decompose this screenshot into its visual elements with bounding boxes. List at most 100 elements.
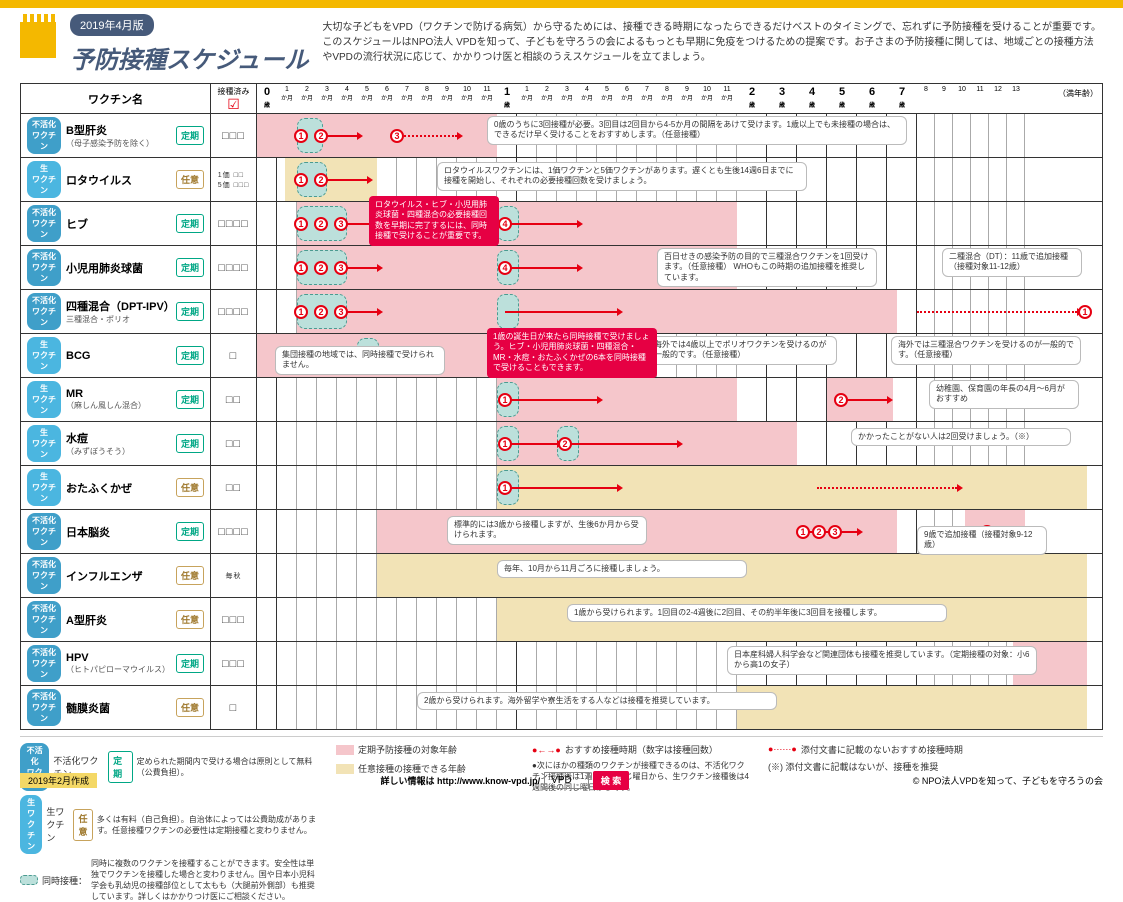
vaccine-row: 不活化ワクチン 髄膜炎菌 任意 □ 2歳から受けられます。海外留学や寮生活をする…: [21, 686, 1102, 729]
vaccine-name: 日本脳炎: [66, 524, 171, 540]
done-boxes[interactable]: □□: [211, 466, 257, 509]
vaccine-badge: 生ワクチン: [27, 425, 61, 462]
vaccine-type: 任意: [176, 698, 204, 717]
done-boxes[interactable]: □□: [211, 422, 257, 465]
footer-info: 詳しい情報は http://www.know-vpd.jp/: [381, 774, 541, 787]
vaccine-badge: 不活化ワクチン: [27, 689, 61, 726]
done-boxes[interactable]: □□□□: [211, 246, 257, 289]
done-boxes[interactable]: □□□: [211, 598, 257, 641]
vaccine-row: 生ワクチン BCG 定期 □ 1集団接種の地域では、同時接種で受けられません。海…: [21, 334, 1102, 378]
vaccine-row: 生ワクチン おたふくかぜ 任意 □□ 1: [21, 466, 1102, 510]
search-button[interactable]: 検 索: [593, 771, 630, 790]
dose-marker: 3: [390, 129, 404, 143]
vaccine-badge: 生ワクチン: [27, 381, 61, 418]
vaccine-name: 髄膜炎菌: [66, 700, 171, 716]
vaccine-badge: 不活化ワクチン: [27, 205, 61, 242]
done-boxes[interactable]: □□□: [211, 114, 257, 157]
vaccine-badge: 不活化ワクチン: [27, 601, 61, 638]
vaccine-badge: 不活化ワクチン: [27, 645, 61, 682]
vaccine-type: 定期: [176, 390, 204, 409]
vaccine-name: MR: [66, 388, 171, 400]
callout: 日本産科婦人科学会など関連団体も接種を推奨しています。（定期接種の対象：小6から…: [727, 646, 1037, 675]
vaccine-row: 生ワクチン ロタウイルス 任意 1価 □□5価 □□□ 12 ロタウイルスワクチン…: [21, 158, 1102, 202]
copyright: © NPO法人VPDを知って、子どもを守ろうの会: [913, 774, 1103, 787]
callout: 標準的には3歳から接種しますが、生後6か月から受けられます。: [447, 516, 647, 545]
vaccine-type: 任意: [176, 566, 204, 585]
callout: 0歳のうちに3回接種が必要。3回目は2回目から4-5か月の間隔をあけて受けます。…: [487, 116, 907, 145]
vaccine-badge: 生ワクチン: [27, 161, 61, 198]
done-boxes[interactable]: □□: [211, 378, 257, 421]
dose-marker: 1: [294, 173, 308, 187]
dose-marker: 1: [498, 393, 512, 407]
dose-marker: 1: [796, 525, 810, 539]
dose-marker: 2: [314, 217, 328, 231]
vaccine-name: おたふくかぜ: [66, 480, 171, 496]
vaccine-type: 定期: [176, 126, 204, 145]
dose-marker: 1: [294, 129, 308, 143]
callout: 二種混合（DT）：11歳で追加接種（接種対象11-12歳）: [942, 248, 1082, 277]
page-title: 予防接種スケジュール: [70, 40, 308, 75]
done-boxes[interactable]: □: [211, 334, 257, 377]
vaccine-row: 不活化ワクチン A型肝炎 任意 □□□ 1歳から受けられます。1回目の2-4週後…: [21, 598, 1102, 642]
vaccine-row: 不活化ワクチン ヒブ 定期 □□□□ 1234ロタウイルス・ヒブ・小児用肺炎球菌…: [21, 202, 1102, 246]
callout: ロタウイルスワクチンには、1価ワクチンと5価ワクチンがあります。遅くとも生後14…: [437, 162, 807, 191]
callout: 1歳から受けられます。1回目の2-4週後に2回目、その約半年後に3回目を接種しま…: [567, 604, 947, 622]
col-hdr-done: 接種済み☑: [211, 84, 257, 113]
vaccine-name: BCG: [66, 350, 171, 362]
done-boxes[interactable]: □□□□: [211, 202, 257, 245]
callout: 毎年、10月から11月ごろに接種しましょう。: [497, 560, 747, 578]
callout: かかったことがない人は2回受けましょう。（※）: [851, 428, 1071, 446]
legend: 不活化ワクチン不活化ワクチン 定期定められた期間内で受ける場合は原則として無料（…: [20, 736, 1103, 902]
done-boxes[interactable]: □□□: [211, 642, 257, 685]
version-pill: 2019年4月版: [70, 14, 154, 36]
intro-text: 大切な子どもをVPD（ワクチンで防げる病気）から守るためには、接種できる時期にな…: [322, 14, 1103, 65]
schedule-table: ワクチン名 接種済み☑ （満年齢）0歳1か月2か月3か月4か月5か月6か月7か月…: [20, 83, 1103, 730]
vaccine-row: 不活化ワクチン HPV（ヒトパピローマウイルス） 定期 □□□ 日本産科婦人科学…: [21, 642, 1102, 686]
footer-date: 2019年2月作成: [20, 773, 97, 788]
dose-marker: 1: [294, 305, 308, 319]
callout: 9歳で追加接種（接種対象9-12歳）: [917, 526, 1047, 555]
search-input[interactable]: VPD: [544, 772, 589, 789]
vaccine-badge: 生ワクチン: [27, 469, 61, 506]
vaccine-name: ロタウイルス: [66, 172, 171, 188]
dose-marker: 1: [498, 437, 512, 451]
col-hdr-vaccine: ワクチン名: [21, 84, 211, 113]
dose-marker: 3: [334, 217, 348, 231]
dose-marker: 3: [334, 261, 348, 275]
dose-marker: 1: [498, 481, 512, 495]
callout: 幼稚園、保育園の年長の4月～6月がおすすめ: [929, 380, 1079, 409]
dose-marker: 2: [314, 173, 328, 187]
callout-highlight: 1歳の誕生日が来たら同時接種で受けましょう。ヒブ・小児用肺炎球菌・四種混合・MR…: [487, 328, 657, 378]
vaccine-badge: 生ワクチン: [27, 337, 61, 374]
vaccine-row: 不活化ワクチン インフルエンザ 任意 毎秋 毎年、10月から11月ごろに接種しま…: [21, 554, 1102, 598]
done-boxes[interactable]: □□□□: [211, 510, 257, 553]
dose-marker: 2: [834, 393, 848, 407]
vaccine-row: 不活化ワクチン B型肝炎（母子感染予防を除く） 定期 □□□ 1230歳のうちに…: [21, 114, 1102, 158]
vaccine-type: 任意: [176, 610, 204, 629]
vaccine-name: B型肝炎: [66, 122, 171, 138]
vaccine-row: 生ワクチン MR（麻しん風しん混合） 定期 □□ 12幼稚園、保育園の年長の4月…: [21, 378, 1102, 422]
dose-marker: 3: [334, 305, 348, 319]
callout: 2歳から受けられます。海外留学や寮生活をする人などは接種を推奨しています。: [417, 692, 777, 710]
done-boxes[interactable]: 1価 □□5価 □□□: [211, 158, 257, 201]
dose-marker: 2: [558, 437, 572, 451]
vaccine-type: 定期: [176, 434, 204, 453]
dose-marker: 4: [498, 217, 512, 231]
dose-marker: 3: [828, 525, 842, 539]
vaccine-row: 不活化ワクチン 日本脳炎 定期 □□□□ 1234標準的には3歳から接種しますが…: [21, 510, 1102, 554]
vaccine-badge: 不活化ワクチン: [27, 293, 61, 330]
vaccine-badge: 不活化ワクチン: [27, 117, 61, 154]
vaccine-name: ヒブ: [66, 216, 171, 232]
vaccine-badge: 不活化ワクチン: [27, 249, 61, 286]
dose-marker: 1: [294, 217, 308, 231]
vaccine-type: 定期: [176, 214, 204, 233]
done-boxes[interactable]: □: [211, 686, 257, 729]
vaccine-badge: 不活化ワクチン: [27, 557, 61, 594]
vaccine-type: 定期: [176, 258, 204, 277]
vaccine-name: HPV: [66, 652, 171, 664]
done-boxes[interactable]: 毎秋: [211, 554, 257, 597]
vaccine-type: 任意: [176, 170, 204, 189]
vaccine-badge: 不活化ワクチン: [27, 513, 61, 550]
done-boxes[interactable]: □□□□: [211, 290, 257, 333]
callout: 百日せきの感染予防の目的で三種混合ワクチンを1回受けます。（任意接種） WHOも…: [657, 248, 877, 287]
